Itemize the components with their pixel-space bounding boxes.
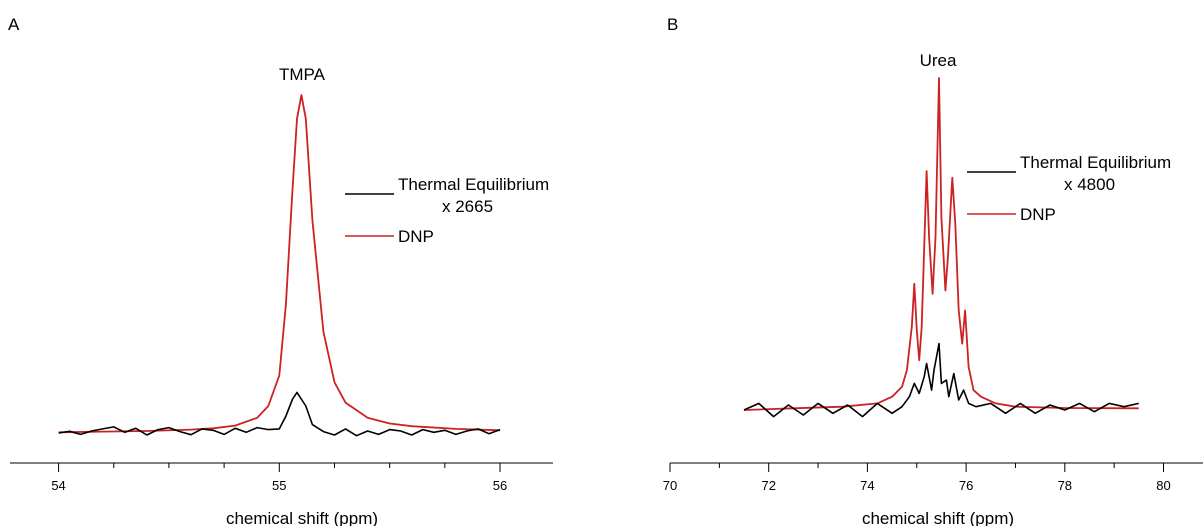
plot-lines-a — [58, 94, 501, 437]
x-tick-label-b-80: 80 — [1156, 478, 1170, 493]
x-tick-label-b-76: 76 — [959, 478, 973, 493]
series-dnp-line-a — [58, 94, 501, 434]
x-tick-label-b-78: 78 — [1058, 478, 1072, 493]
x-tick-label-a-55: 55 — [272, 478, 286, 493]
x-tick-label-b-72: 72 — [761, 478, 775, 493]
legend-a: Thermal Equilibrium x 2665 DNP — [345, 175, 549, 246]
panel-letter-b: B — [667, 15, 678, 34]
x-axis-a: 54 55 56 — [10, 462, 553, 493]
legend-label-scale-a: x 2665 — [442, 197, 493, 216]
series-thermal-line-a — [58, 391, 501, 437]
x-tick-label-a-54: 54 — [51, 478, 65, 493]
x-tick-label-b-74: 74 — [860, 478, 874, 493]
x-tick-label-a-56: 56 — [493, 478, 507, 493]
series-dnp-line-b — [743, 77, 1139, 411]
x-axis-label-a: chemical shift (ppm) — [226, 509, 378, 526]
legend-label-thermal-b: Thermal Equilibrium — [1020, 153, 1171, 172]
legend-b: Thermal Equilibrium x 4800 DNP — [967, 153, 1171, 224]
legend-label-dnp-a: DNP — [398, 227, 434, 246]
panel-letter-a: A — [8, 15, 20, 34]
peak-label-urea: Urea — [920, 51, 957, 70]
peak-label-tmpa: TMPA — [279, 65, 326, 84]
panel-b: B Urea Thermal Equilibrium x 4800 DNP 70… — [663, 15, 1203, 526]
x-axis-b: 70 72 74 76 78 80 — [663, 462, 1203, 493]
panel-a: A TMPA Thermal Equilibrium x 2665 DNP 54… — [8, 15, 553, 526]
series-thermal-line-b — [743, 342, 1139, 418]
x-axis-label-b: chemical shift (ppm) — [862, 509, 1014, 526]
x-tick-label-b-70: 70 — [663, 478, 677, 493]
legend-label-dnp-b: DNP — [1020, 205, 1056, 224]
legend-label-thermal-a: Thermal Equilibrium — [398, 175, 549, 194]
legend-label-scale-b: x 4800 — [1064, 175, 1115, 194]
plot-lines-b — [743, 77, 1139, 418]
